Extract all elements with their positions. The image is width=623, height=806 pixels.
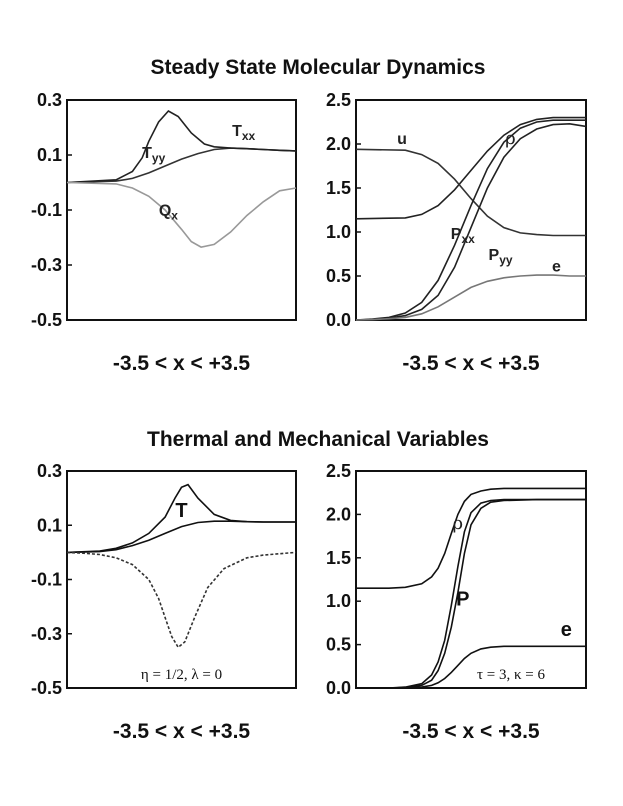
series-line-unnamed-2 xyxy=(66,520,296,554)
y-tick-label: 2.0 xyxy=(326,134,351,154)
y-tick-label: 1.5 xyxy=(326,178,351,198)
x-axis-label: -3.5 < x < +3.5 xyxy=(113,352,251,375)
parameter-annotation: τ = 3, κ = 6 xyxy=(477,667,546,683)
curve-label: Pyy xyxy=(489,247,513,267)
series-line-unnamed-3 xyxy=(356,498,586,689)
x-axis-label: -3.5 < x < +3.5 xyxy=(402,720,540,743)
curve-label-subscript: x xyxy=(171,209,178,223)
y-tick-label: -0.3 xyxy=(31,255,62,275)
series-line-Txx xyxy=(66,147,297,184)
chart-4: 2.5 2.0 1.5 1.0 0.5 0.0 -3.5 < x < +3.5 ρ Pe τ = … xyxy=(326,461,587,743)
y-tick-label: -0.1 xyxy=(31,570,62,590)
y-tick-label: 0.5 xyxy=(326,266,351,286)
curve-label: e xyxy=(552,259,561,276)
series-line-P xyxy=(356,498,586,689)
y-tick-label: 1.5 xyxy=(326,548,351,568)
chart-1: 0.3 0.1 -0.1 -0.3 -0.5 -3.5 < x < +3.5 Txx Tyy Q… xyxy=(31,90,297,375)
plot-frame xyxy=(66,99,297,321)
curve-label: ρ xyxy=(505,128,516,149)
curve-label: Pxx xyxy=(451,226,475,246)
chart-3: 0.3 0.1 -0.1 -0.3 -0.5 -3.5 < x < +3.5 Tη = 1/… xyxy=(31,461,297,743)
y-tick-label: 1.0 xyxy=(326,222,351,242)
y-tick-label: 2.5 xyxy=(326,461,351,481)
y-tick-label: 0.5 xyxy=(326,635,351,655)
y-tick-label: 0.3 xyxy=(37,90,62,110)
curve-label: Txx xyxy=(232,123,255,143)
curve-label-subscript: yy xyxy=(499,253,513,267)
series-line-Pyy xyxy=(355,122,587,321)
series-line-Pxx xyxy=(355,119,586,321)
series-line-ρ xyxy=(356,487,586,589)
curve-label: P xyxy=(456,589,469,611)
y-tick-label: -0.1 xyxy=(31,200,62,220)
curve-label-subscript: xx xyxy=(242,129,256,143)
chart-2: 2.5 2.0 1.5 1.0 0.5 0.0 -3.5 < x < +3.5 u ρ Pxx Py… xyxy=(326,90,587,375)
series-line-unnamed-3 xyxy=(66,551,297,649)
curve-label: ρ xyxy=(453,513,464,534)
y-tick-label: -0.3 xyxy=(31,624,62,644)
y-tick-label: -0.5 xyxy=(31,678,62,698)
curve-label: T xyxy=(175,500,187,522)
curve-label: Tyy xyxy=(142,145,165,165)
y-tick-label: 2.5 xyxy=(326,90,351,110)
series-line-e xyxy=(355,274,586,321)
y-tick-label: 0.1 xyxy=(37,515,62,535)
curve-label: Qx xyxy=(159,203,178,223)
curve-label: e xyxy=(561,619,572,641)
y-tick-label: 0.0 xyxy=(326,678,351,698)
x-axis-label: -3.5 < x < +3.5 xyxy=(113,720,251,743)
y-tick-label: 0.0 xyxy=(326,310,351,330)
top-title: Steady State Molecular Dynamics xyxy=(151,56,486,79)
plot-frame xyxy=(355,470,587,689)
parameter-annotation: η = 1/2, λ = 0 xyxy=(141,667,222,683)
series-line-e xyxy=(356,645,586,689)
series-line-ρ xyxy=(355,116,586,220)
curve-label-subscript: xx xyxy=(461,232,475,246)
bottom-title: Thermal and Mechanical Variables xyxy=(147,428,489,451)
plot-frame xyxy=(355,99,587,321)
curve-label: u xyxy=(397,131,407,148)
x-axis-label: -3.5 < x < +3.5 xyxy=(402,352,540,375)
y-tick-label: 0.3 xyxy=(37,461,62,481)
y-tick-label: 1.0 xyxy=(326,591,351,611)
y-tick-label: 0.1 xyxy=(37,145,62,165)
y-tick-label: 2.0 xyxy=(326,504,351,524)
series-line-Tyy xyxy=(66,109,297,184)
y-tick-label: -0.5 xyxy=(31,310,62,330)
series-line-u xyxy=(355,148,586,237)
series-line-Qx xyxy=(66,181,297,248)
curve-label-subscript: yy xyxy=(152,151,166,165)
